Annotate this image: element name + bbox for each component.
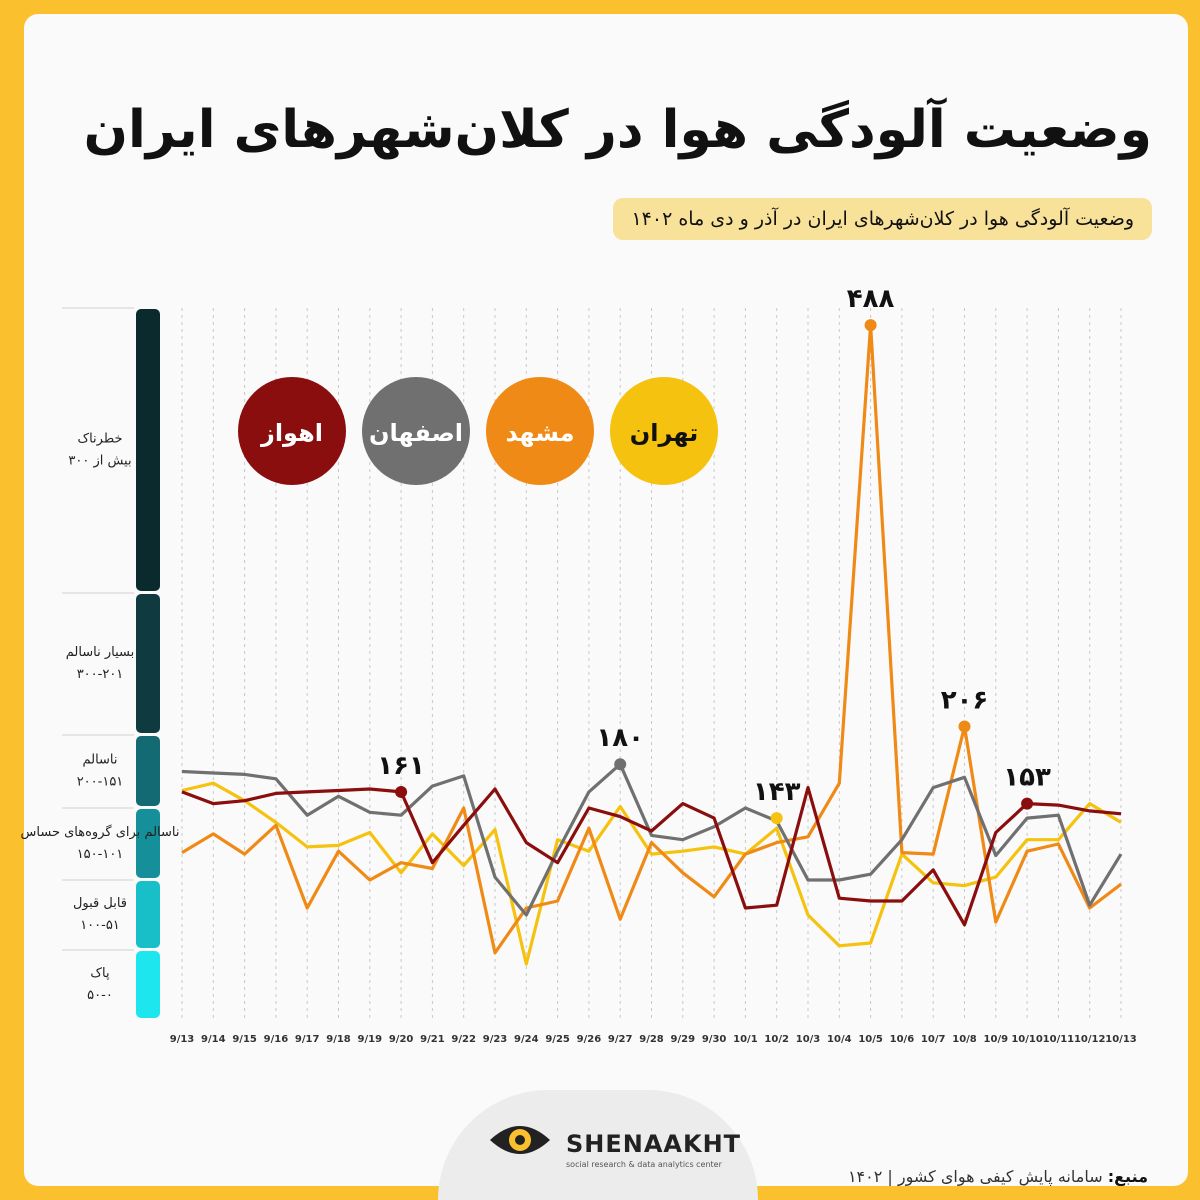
logo-tagline: social research & data analytics center (566, 1160, 722, 1169)
x-tick-label: 9/29 (671, 1034, 696, 1045)
source-text: سامانه پایش کیفی هوای کشور | ۱۴۰۲ (847, 1167, 1103, 1186)
x-tick-label: 10/1 (733, 1034, 758, 1045)
page-subtitle: وضعیت آلودگی هوا در کلان‌شهرهای ایران در… (613, 198, 1152, 240)
x-tick-labels: 9/13 9/14 9/15 9/16 9/17 9/18 9/19 9/20 9/21 9/22… (170, 1034, 1137, 1045)
legend-label: اصفهان (369, 419, 463, 447)
x-tick-label: 9/16 (264, 1034, 289, 1045)
x-tick-label: 9/21 (420, 1034, 445, 1045)
level-bar (136, 309, 160, 591)
data-label: ۲۰۶ (941, 685, 989, 715)
x-tick-label: 10/9 (984, 1034, 1009, 1045)
data-label: ۴۸۸ (847, 284, 895, 314)
level-bar (136, 881, 160, 948)
x-tick-label: 10/2 (764, 1034, 789, 1045)
data-label: ۱۴۳ (753, 777, 801, 807)
x-tick-label: 9/26 (577, 1034, 602, 1045)
x-tick-label: 9/24 (514, 1034, 539, 1045)
data-point-marker (958, 720, 971, 733)
data-label: ۱۸۰ (596, 723, 644, 753)
level-name: بسیار ناسالم (66, 645, 135, 660)
x-tick-label: 9/30 (702, 1034, 727, 1045)
data-label: ۱۶۱ (377, 751, 425, 781)
x-tick-label: 10/10 (1011, 1034, 1043, 1045)
series-line (181, 781, 1122, 966)
x-tick-label: 9/22 (451, 1034, 476, 1045)
eye-logo-icon (490, 1126, 550, 1154)
data-point-marker (395, 785, 408, 798)
source-note: منبع: سامانه پایش کیفی هوای کشور | ۱۴۰۲ (848, 1167, 1148, 1186)
legend-label: مشهد (506, 419, 575, 447)
level-bar (136, 594, 160, 733)
legend-swatch (486, 377, 594, 485)
level-range: ۲۰۰-۱۵۱ (77, 775, 124, 790)
x-tick-label: 9/25 (545, 1034, 570, 1045)
level-bar (136, 809, 160, 878)
data-point-marker (864, 319, 877, 332)
data-point-marker (1021, 797, 1034, 810)
x-tick-label: 9/15 (232, 1034, 257, 1045)
x-tick-label: 10/7 (921, 1034, 946, 1045)
level-name: خطرناک (77, 432, 122, 447)
x-tick-label: 9/13 (170, 1034, 195, 1045)
level-bar (136, 951, 160, 1018)
data-label: ۱۵۳ (1003, 763, 1051, 793)
aqi-level-scale: خطرناک بیش از ۳۰۰ بسیار ناسالم ۳۰۰-۲۰۱ ناسال… (21, 307, 180, 1018)
legend-swatch (238, 377, 346, 485)
data-point-marker (614, 758, 627, 771)
level-bar (136, 736, 160, 806)
level-range: ۱۰۰-۵۱ (80, 918, 120, 933)
x-tick-label: 9/27 (608, 1034, 633, 1045)
x-tick-label: 10/6 (890, 1034, 915, 1045)
x-tick-label: 10/4 (827, 1034, 852, 1045)
annotations: ۱۶۱ ۱۸۰ ۱۴۳ ۴۸۸ ۲۰۶ ۱۵۳ (377, 284, 1051, 825)
x-tick-label: 10/3 (796, 1034, 821, 1045)
level-range: ۳۰۰-۲۰۱ (77, 667, 124, 682)
x-tick-label: 10/5 (858, 1034, 883, 1045)
legend-swatch (610, 377, 718, 485)
x-tick-label: 9/23 (483, 1034, 508, 1045)
x-tick-label: 10/8 (952, 1034, 977, 1045)
x-tick-label: 9/28 (639, 1034, 664, 1045)
level-name: ناسالم (82, 753, 117, 768)
legend: تهران مشهد اصفهان اهواز (238, 377, 718, 485)
page-title: وضعیت آلودگی هوا در کلان‌شهرهای ایران (83, 100, 1152, 160)
level-range: بیش از ۳۰۰ (68, 454, 131, 469)
level-name: قابل قبول (73, 896, 127, 911)
legend-swatch (362, 377, 470, 485)
series-line (181, 762, 1123, 917)
x-tick-label: 9/19 (358, 1034, 383, 1045)
x-tick-label: 10/11 (1043, 1034, 1075, 1045)
x-tick-label: 9/20 (389, 1034, 414, 1045)
x-tick-label: 9/17 (295, 1034, 320, 1045)
level-range: ۱۵۰-۱۰۱ (77, 847, 124, 862)
series-line (181, 785, 1122, 927)
level-name: ناسالم برای گروه‌های حساس (21, 824, 180, 840)
data-point-marker (770, 812, 783, 825)
x-tick-label: 10/12 (1074, 1034, 1106, 1045)
legend-label: اهواز (260, 419, 323, 447)
x-tick-label: 10/13 (1105, 1034, 1137, 1045)
logo-brand: SHENAAKHT (566, 1130, 742, 1158)
level-range: ۵۰-۰ (87, 988, 113, 1003)
level-name: پاک (90, 966, 110, 981)
legend-label: تهران (630, 419, 699, 447)
logo: SHENAAKHT social research & data analyti… (438, 1090, 758, 1200)
x-tick-label: 9/14 (201, 1034, 226, 1045)
source-label: منبع: (1107, 1167, 1148, 1186)
x-tick-label: 9/18 (326, 1034, 351, 1045)
